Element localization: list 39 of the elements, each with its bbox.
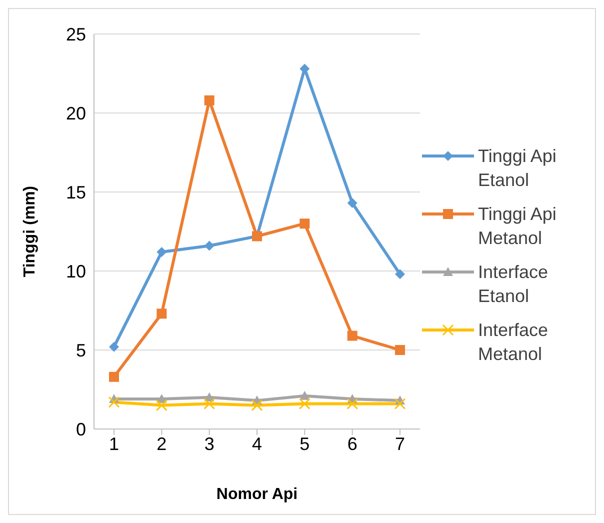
y-tick-label: 20 xyxy=(66,103,86,124)
x-tick-label: 5 xyxy=(300,434,310,454)
x-tick-label: 2 xyxy=(156,434,167,454)
point xyxy=(298,398,310,410)
point xyxy=(156,247,167,258)
point xyxy=(156,308,167,319)
point xyxy=(300,390,310,400)
x-axis-title: Nomor Api xyxy=(216,486,298,503)
point xyxy=(395,269,405,280)
x-tick-label: 6 xyxy=(347,434,358,454)
point xyxy=(204,95,214,106)
point xyxy=(109,372,119,382)
point xyxy=(347,198,358,208)
x-tick-label: 4 xyxy=(252,434,262,454)
point xyxy=(204,240,214,251)
point xyxy=(347,330,358,341)
legend-label: Tinggi Api Etanol xyxy=(478,144,558,192)
point xyxy=(394,398,406,410)
legend-label: Interface Metanol xyxy=(478,318,550,366)
y-tick-label: 15 xyxy=(66,182,86,202)
y-tick-label: 25 xyxy=(66,24,86,44)
y-tick-label: 10 xyxy=(66,261,86,282)
point xyxy=(300,218,310,229)
point xyxy=(346,398,358,410)
legend-label: Tinggi Api Metanol xyxy=(478,202,558,250)
point xyxy=(300,64,310,74)
legend-label: Interface Etanol xyxy=(478,260,550,308)
point xyxy=(108,396,120,408)
x-tick-label: 3 xyxy=(204,434,214,454)
y-tick-label: 0 xyxy=(76,419,86,440)
point xyxy=(204,398,216,410)
x-tick-label: 7 xyxy=(394,434,406,454)
point xyxy=(109,342,119,352)
point xyxy=(156,400,168,412)
y-tick-label: 5 xyxy=(76,340,86,360)
y-axis-title: Tinggi (mm) xyxy=(22,186,39,278)
x-tick-label: 1 xyxy=(108,434,120,454)
point xyxy=(395,345,405,355)
point xyxy=(251,400,263,412)
